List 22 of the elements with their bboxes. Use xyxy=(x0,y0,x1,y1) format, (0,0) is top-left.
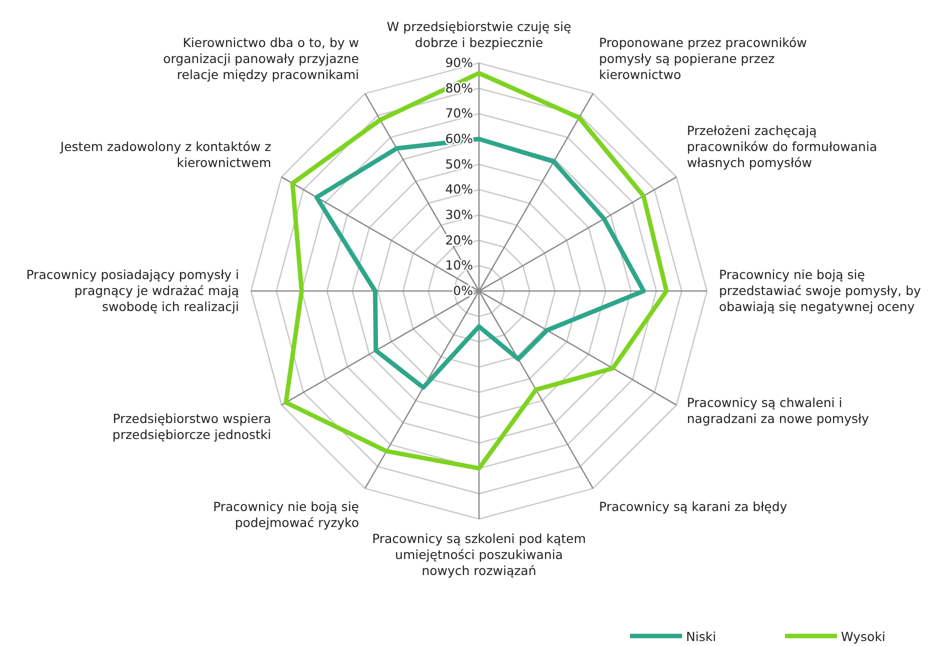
legend-label: Niski xyxy=(686,629,716,644)
spoke-label: Jestem zadowolony z kontaktów z kierownictwem xyxy=(59,139,272,170)
spoke-label: Pracownicy są chwaleni i nagradzani za nowe pomysły xyxy=(686,395,870,426)
spoke-label: Pracownicy nie boją się przedstawiać swoje pomysły, by obawiają się negatywnej oceny xyxy=(719,267,922,314)
spoke-label: W przedsiębiorstwie czuję się dobrze i bezpiecznie xyxy=(386,19,572,50)
y-tick-label: 30% xyxy=(445,207,474,222)
y-tick-label: 90% xyxy=(445,55,474,70)
y-tick-label: 20% xyxy=(445,232,474,248)
y-tick-label: 70% xyxy=(445,106,474,121)
spoke-label: Pracownicy są szkoleni pod kątem umiejętności poszukiwania nowych rozwiązań xyxy=(372,531,586,578)
spoke-label: Kierownictwo dba o to, by w organizacji panowały przyjazne relacje między pracownikami xyxy=(163,35,360,82)
spoke-label: Pracownicy posiadający pomysły i pragnący je wdrażać mają swobodę ich realizacji xyxy=(26,267,240,314)
spoke-label: Pracownicy nie boją się podejmować ryzyko xyxy=(213,498,360,530)
y-tick-label: 50% xyxy=(445,156,474,172)
y-tick-label: 40% xyxy=(445,182,474,197)
spoke-label: Pracownicy są karani za błędy xyxy=(599,498,788,514)
y-tick-label: 0% xyxy=(453,283,474,298)
legend-label: Wysoki xyxy=(841,629,886,644)
spoke-label: Proponowane przez pracowników pomysły są popierane przez kierownictwo xyxy=(599,35,807,82)
spoke-label: Przełożeni zachęcają pracowników do formułowania własnych pomysłów xyxy=(686,123,878,170)
spoke-label: Przedsiębiorstwo wspiera przedsiębiorcze jednostki xyxy=(112,411,272,442)
y-tick-label: 10% xyxy=(445,258,474,273)
